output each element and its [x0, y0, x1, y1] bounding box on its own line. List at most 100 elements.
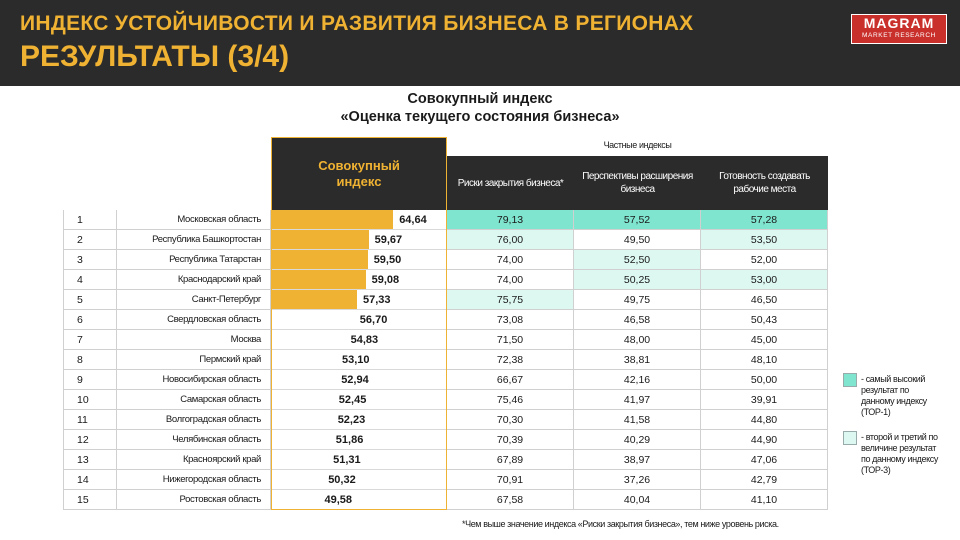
region-cell: Пермский край [117, 350, 271, 370]
index-bar [271, 270, 366, 290]
index-value-label: 54,83 [350, 334, 379, 346]
index-value-label: 52,94 [341, 374, 369, 386]
index-row-divider [271, 389, 447, 390]
sub-index-cell: 44,80 [701, 410, 828, 430]
index-row-divider [271, 509, 447, 510]
sub-index-cell: 74,00 [447, 270, 574, 290]
index-row-divider [271, 329, 447, 330]
index-value-label: 50,32 [328, 474, 356, 486]
region-cell: Самарская область [117, 390, 271, 410]
chart-subtitle: «Оценка текущего состояния бизнеса» [340, 109, 620, 125]
index-value-label: 51,86 [335, 434, 364, 446]
chart-title: Совокупный индекс [407, 91, 553, 107]
sub-index-cell: 50,43 [701, 310, 828, 330]
index-value-label: 52,23 [337, 414, 366, 426]
index-value-label: 59,50 [373, 254, 402, 266]
index-row-divider [271, 369, 447, 370]
index-bar [271, 470, 322, 490]
rank-cell: 15 [63, 490, 117, 510]
sub-index-cell: 46,58 [574, 310, 701, 330]
sub-index-cell: 48,00 [574, 330, 701, 350]
index-value-label: 64,64 [399, 214, 427, 226]
region-cell: Московская область [117, 210, 271, 230]
rank-cell: 9 [63, 370, 117, 390]
sub-index-cell: 72,38 [447, 350, 574, 370]
sub-index-cell: 53,50 [701, 230, 828, 250]
sub-index-cell: 70,39 [447, 430, 574, 450]
rank-cell: 7 [63, 330, 117, 350]
rank-cell: 1 [63, 210, 117, 230]
logo-sub-text: MARKET RESEARCH [862, 32, 936, 39]
index-row-divider [271, 489, 447, 490]
index-row-divider [271, 349, 447, 350]
rank-cell: 8 [63, 350, 117, 370]
sub-index-cell: 75,46 [447, 390, 574, 410]
main-index-header: Совокупный индекс [271, 137, 447, 210]
sub-index-cell: 41,10 [701, 490, 828, 510]
sub-index-cell: 38,81 [574, 350, 701, 370]
index-bar [271, 250, 368, 270]
sub-index-cell: 48,10 [701, 350, 828, 370]
index-bar [271, 370, 335, 390]
legend-swatch-top1 [843, 373, 857, 387]
index-row-divider [271, 309, 447, 310]
sub-index-cell: 45,00 [701, 330, 828, 350]
sub-index-cell: 41,58 [574, 410, 701, 430]
index-bar [271, 490, 319, 510]
sub-index-cell: 44,90 [701, 430, 828, 450]
index-row-divider [271, 409, 447, 410]
sub-index-cell: 42,16 [574, 370, 701, 390]
sub-index-cell: 38,97 [574, 450, 701, 470]
sub-index-cell: 50,00 [701, 370, 828, 390]
page-subtitle: РЕЗУЛЬТАТЫ (3/4) [20, 40, 290, 73]
region-cell: Новосибирская область [117, 370, 271, 390]
region-cell: Волгоградская область [117, 410, 271, 430]
rank-cell: 11 [63, 410, 117, 430]
legend-text-top1: - самый высокий результат по данному инд… [861, 374, 927, 417]
index-row-divider [271, 469, 447, 470]
rank-cell: 3 [63, 250, 117, 270]
rank-cell: 10 [63, 390, 117, 410]
index-value-label: 49,58 [324, 494, 353, 506]
sub-index-cell: 46,50 [701, 290, 828, 310]
magram-logo: MAGRAM MARKET RESEARCH [851, 14, 947, 44]
index-value-label: 57,33 [363, 294, 391, 306]
rank-cell: 6 [63, 310, 117, 330]
sub-index-cell: 52,50 [574, 250, 701, 270]
region-cell: Республика Татарстан [117, 250, 271, 270]
sub-index-cell: 70,30 [447, 410, 574, 430]
index-bar [271, 450, 327, 470]
region-cell: Красноярский край [117, 450, 271, 470]
index-bar [271, 210, 394, 230]
index-bar [271, 410, 332, 430]
sub-index-cell: 66,67 [447, 370, 574, 390]
sub-index-cell: 57,28 [701, 210, 828, 230]
footnote: *Чем выше значение индекса «Риски закрыт… [462, 519, 779, 529]
sub-index-cell: 39,91 [701, 390, 828, 410]
index-bar [271, 230, 369, 250]
sub-index-cell: 40,04 [574, 490, 701, 510]
rank-cell: 4 [63, 270, 117, 290]
sub-index-cell: 67,89 [447, 450, 574, 470]
index-bar [271, 290, 357, 310]
legend-swatch-top3 [843, 431, 857, 445]
index-row-divider [271, 269, 447, 270]
index-value-label: 56,70 [359, 314, 388, 326]
index-bar [271, 430, 330, 450]
sub-index-cell: 42,79 [701, 470, 828, 490]
sub-index-cell: 49,50 [574, 230, 701, 250]
sub-index-cell: 41,97 [574, 390, 701, 410]
region-cell: Краснодарский край [117, 270, 271, 290]
column-header-jobs: Готовность создавать рабочие места [701, 156, 828, 210]
region-cell: Челябинская область [117, 430, 271, 450]
sub-index-cell: 40,29 [574, 430, 701, 450]
rank-cell: 14 [63, 470, 117, 490]
region-cell: Свердловская область [117, 310, 271, 330]
sub-index-cell: 73,08 [447, 310, 574, 330]
rank-cell: 5 [63, 290, 117, 310]
region-cell: Нижегородская область [117, 470, 271, 490]
sub-index-cell: 75,75 [447, 290, 574, 310]
column-header-expansion: Перспективы расширения бизнеса [574, 156, 701, 210]
index-row-divider [271, 229, 447, 230]
index-row-divider [271, 429, 447, 430]
